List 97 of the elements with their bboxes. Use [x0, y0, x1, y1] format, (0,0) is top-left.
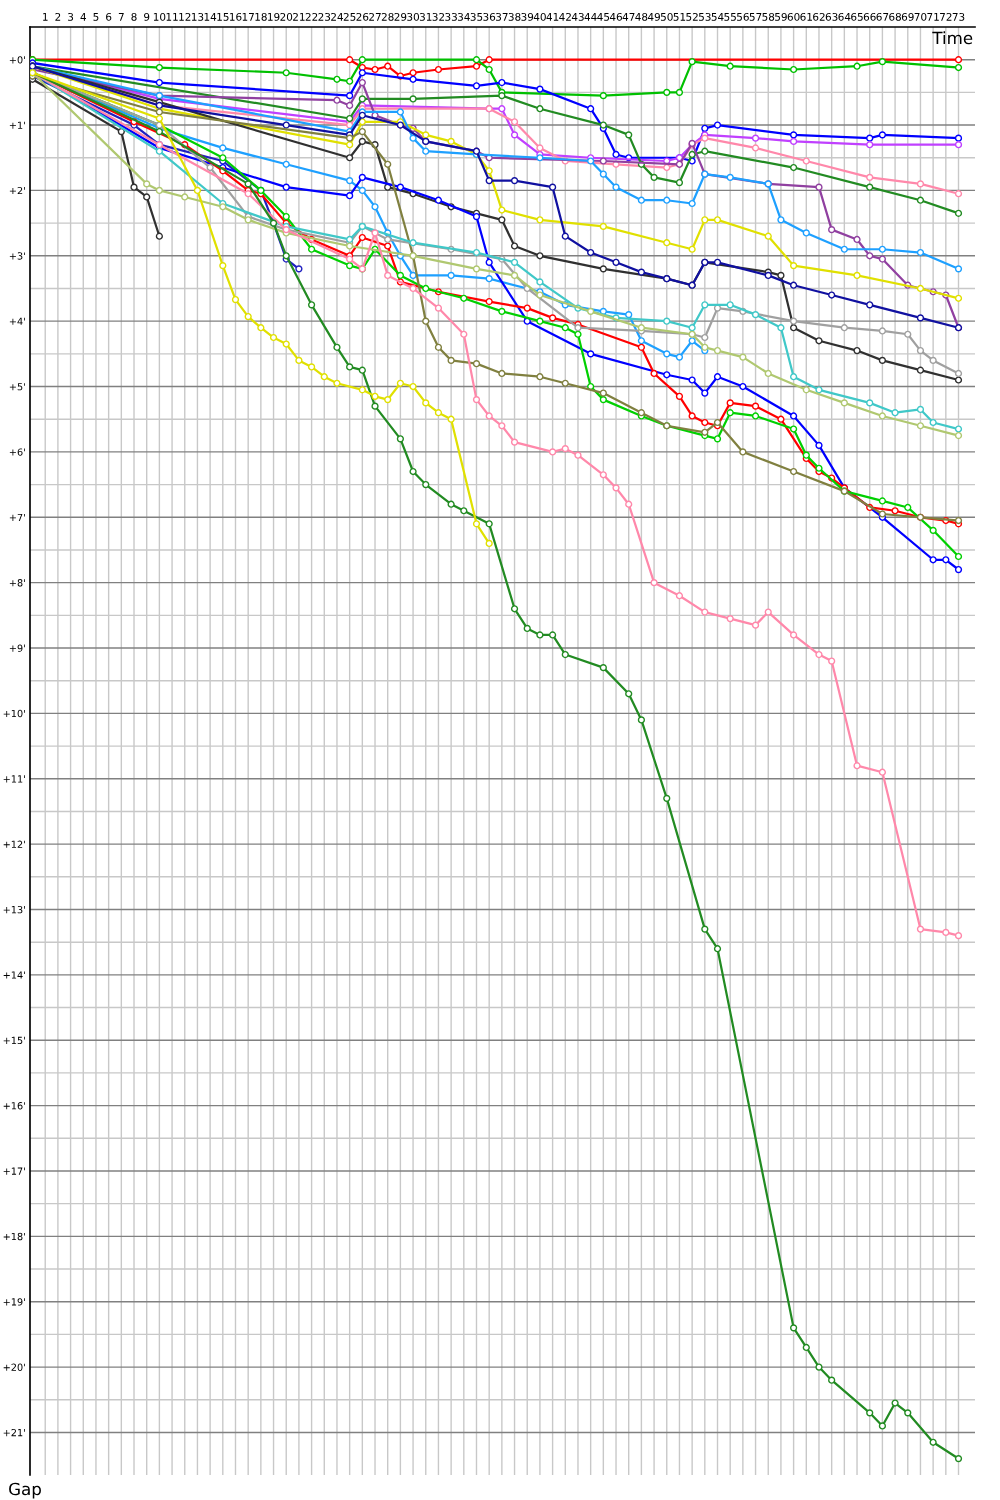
- x-tick-label: 42: [559, 12, 571, 21]
- y-tick-label: +3': [9, 252, 25, 260]
- x-tick-label: 20: [280, 12, 293, 21]
- x-tick-label: 12: [179, 12, 191, 21]
- x-tick-label: 66: [863, 12, 876, 21]
- x-tick-label: 8: [131, 12, 137, 21]
- x-tick-label: 73: [952, 12, 965, 21]
- x-tick-label: 10: [153, 12, 166, 21]
- y-tick-label: +16': [3, 1102, 25, 1110]
- x-axis-title: Time: [932, 31, 973, 45]
- x-tick-label: 25: [343, 12, 356, 21]
- x-tick-label: 39: [521, 12, 534, 21]
- x-tick-label: 51: [673, 13, 686, 21]
- y-tick-label: +18': [3, 1232, 25, 1241]
- x-tick-label: 3: [68, 12, 74, 21]
- x-tick-label: 44: [584, 13, 597, 21]
- x-tick-label: 50: [660, 12, 673, 21]
- x-tick-label: 40: [533, 12, 546, 21]
- x-tick-label: 61: [800, 12, 812, 21]
- x-tick-label: 29: [394, 12, 407, 21]
- x-tick-label: 67: [876, 12, 889, 21]
- x-tick-label: 2: [55, 12, 61, 21]
- y-tick-label: +11': [3, 775, 25, 783]
- x-tick-label: 59: [775, 12, 787, 21]
- y-tick-label: +20': [3, 1363, 25, 1371]
- x-tick-label: 48: [635, 12, 648, 21]
- x-tick-label: 62: [813, 12, 825, 21]
- x-tick-label: 18: [255, 12, 267, 21]
- x-tick-label: 47: [622, 13, 635, 21]
- y-tick-label: +8': [9, 579, 25, 587]
- x-tick-label: 49: [647, 12, 660, 21]
- y-tick-label: +1': [9, 121, 25, 129]
- x-tick-label: 54: [711, 13, 724, 21]
- x-tick-label: 1: [43, 13, 48, 21]
- y-tick-label: +6': [9, 448, 25, 456]
- x-tick-label: 31: [419, 12, 432, 21]
- y-tick-label: +12': [3, 840, 25, 848]
- y-tick-label: +5': [9, 383, 25, 391]
- x-tick-label: 28: [381, 12, 394, 21]
- x-tick-label: 7: [118, 13, 124, 21]
- x-tick-label: 17: [242, 13, 254, 21]
- x-tick-label: 27: [369, 12, 381, 21]
- x-tick-label: 6: [106, 12, 112, 21]
- x-tick-label: 63: [825, 12, 838, 21]
- x-tick-label: 26: [356, 12, 369, 21]
- y-tick-label: +19': [3, 1298, 25, 1306]
- y-axis-title: Gap: [9, 1482, 41, 1499]
- x-tick-label: 23: [318, 12, 331, 21]
- x-tick-label: 58: [762, 12, 775, 21]
- y-tick-label: +21': [3, 1428, 25, 1437]
- y-tick-label: +7': [9, 513, 25, 521]
- x-tick-label: 36: [483, 12, 496, 21]
- x-tick-label: 43: [571, 12, 584, 21]
- x-tick-label: 53: [699, 12, 711, 21]
- x-tick-label: 5: [93, 13, 99, 21]
- x-tick-label: 68: [889, 12, 901, 21]
- x-tick-label: 14: [204, 13, 217, 21]
- y-tick-label: +4': [9, 317, 25, 325]
- x-tick-label: 60: [787, 12, 800, 21]
- x-tick-label: 55: [724, 13, 736, 21]
- x-tick-label: 35: [470, 12, 483, 21]
- x-tick-label: 71: [927, 13, 939, 21]
- x-tick-label: 34: [457, 12, 470, 21]
- x-tick-label: 46: [609, 12, 622, 21]
- y-tick-label: +9': [9, 644, 25, 652]
- x-tick-label: 24: [331, 12, 344, 21]
- x-tick-label: 72: [940, 12, 952, 21]
- y-tick-label: +2': [9, 186, 25, 195]
- x-tick-label: 65: [851, 12, 863, 21]
- x-tick-label: 41: [546, 13, 559, 21]
- x-tick-label: 33: [445, 12, 457, 21]
- x-tick-label: 70: [914, 12, 927, 21]
- x-tick-label: 30: [407, 12, 420, 21]
- x-tick-label: 52: [686, 12, 698, 21]
- y-tick-label: +14': [3, 971, 25, 979]
- x-tick-label: 22: [305, 12, 318, 21]
- y-tick-label: +0': [9, 56, 25, 64]
- x-tick-label: 69: [901, 12, 914, 21]
- x-tick-label: 9: [144, 12, 150, 21]
- y-tick-label: +13': [3, 905, 25, 914]
- x-tick-label: 15: [217, 13, 229, 21]
- x-tick-label: 37: [496, 12, 508, 21]
- y-tick-label: +10': [3, 709, 25, 718]
- x-tick-label: 45: [597, 13, 610, 21]
- x-tick-label: 21: [293, 12, 305, 21]
- x-tick-label: 64: [838, 12, 851, 21]
- x-tick-label: 32: [432, 12, 445, 21]
- x-tick-label: 56: [737, 12, 749, 21]
- x-tick-label: 16: [230, 12, 242, 21]
- x-tick-label: 57: [749, 13, 762, 21]
- x-tick-label: 11: [166, 13, 178, 21]
- x-tick-label: 19: [268, 12, 280, 21]
- x-tick-label: 4: [80, 13, 86, 21]
- x-tick-label: 13: [191, 12, 204, 21]
- y-tick-label: +17': [3, 1167, 25, 1175]
- y-tick-label: +15': [3, 1036, 25, 1045]
- x-tick-label: 38: [508, 12, 521, 21]
